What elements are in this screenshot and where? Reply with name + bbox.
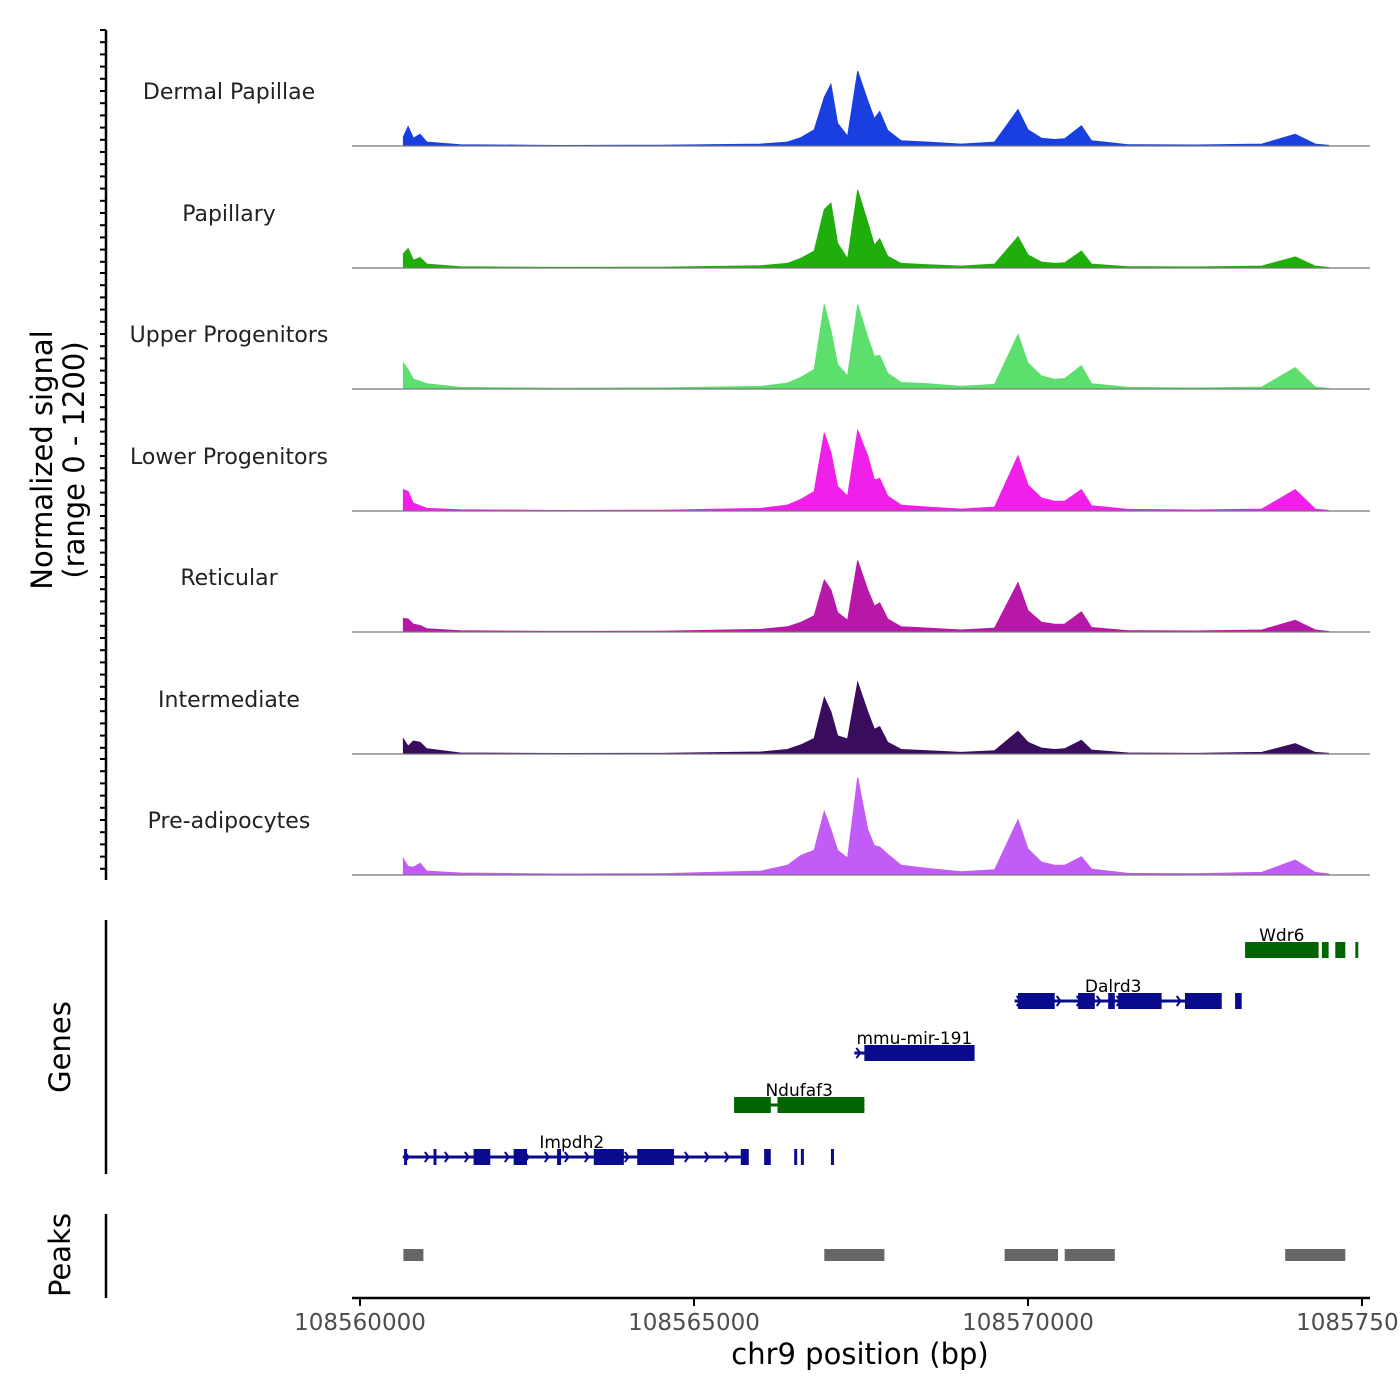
track-label: Reticular xyxy=(180,566,278,591)
gene-exon xyxy=(1017,993,1055,1009)
gene-exon xyxy=(1321,942,1329,958)
gene-exon xyxy=(777,1097,865,1113)
strand-arrow xyxy=(703,1151,711,1163)
peaks-axis-title: Peaks xyxy=(43,1213,77,1297)
x-tick-label: 108575000 xyxy=(1296,1310,1400,1336)
track-label: Papillary xyxy=(182,202,276,227)
gene-exon xyxy=(800,1149,804,1165)
gene-exon xyxy=(1118,993,1162,1009)
gene-exon xyxy=(1108,993,1115,1009)
gene-exon xyxy=(830,1149,834,1165)
x-tick-label: 108570000 xyxy=(962,1310,1094,1336)
coverage-area xyxy=(402,71,1330,147)
gene-label: mmu-mir-191 xyxy=(857,1029,973,1049)
gene-exon xyxy=(1078,993,1095,1009)
track-label: Dermal Papillae xyxy=(143,80,315,105)
gene-exon xyxy=(1245,942,1319,958)
peak-region xyxy=(403,1249,424,1261)
gene-exon xyxy=(1235,993,1242,1009)
coverage-tracks xyxy=(352,71,1370,876)
gene-label: Ndufaf3 xyxy=(765,1081,833,1101)
gene-label: Dalrd3 xyxy=(1085,977,1142,997)
gene-exon xyxy=(1335,942,1346,958)
strand-arrow xyxy=(1055,995,1062,1007)
gene-exon xyxy=(513,1149,527,1165)
strand-arrow xyxy=(623,1151,631,1163)
gene-exon xyxy=(1355,942,1359,958)
gene-exon xyxy=(593,1149,624,1165)
x-axis-title: chr9 position (bp) xyxy=(731,1337,988,1371)
genes-axis-title: Genes xyxy=(43,1001,77,1093)
strand-arrow xyxy=(583,1151,591,1163)
gene-exon xyxy=(864,1045,975,1061)
coverage-area xyxy=(402,680,1330,755)
track-label: Upper Progenitors xyxy=(130,323,329,348)
gene-exon xyxy=(740,1149,749,1165)
strand-arrow xyxy=(723,1151,731,1163)
coverage-area xyxy=(402,189,1330,269)
gene-exon xyxy=(637,1149,674,1165)
gene-exon xyxy=(473,1149,491,1165)
coverage-area xyxy=(402,428,1330,512)
peak-region xyxy=(824,1249,885,1261)
x-axis-ticks: 108560000 108565000 108570000 108575000 xyxy=(294,1298,1400,1336)
strand-arrow xyxy=(443,1151,451,1163)
strand-arrow xyxy=(1095,995,1102,1007)
gene-exon xyxy=(794,1149,798,1165)
peak-region xyxy=(1285,1249,1346,1261)
strand-arrow xyxy=(1175,995,1182,1007)
gene-models: Impdh2 Ndufaf3 mmu-mir-191 Dalrd3 Wdr6 xyxy=(402,926,1359,1165)
x-tick-label: 108560000 xyxy=(294,1310,426,1336)
track-labels: Dermal Papillae Papillary Upper Progenit… xyxy=(130,80,329,834)
strand-arrow xyxy=(855,1047,862,1059)
y-axis-title-line1: Normalized signal xyxy=(25,330,59,589)
strand-arrow xyxy=(683,1151,691,1163)
gene-exon xyxy=(734,1097,771,1113)
strand-arrow xyxy=(563,1151,571,1163)
gene-exon xyxy=(404,1149,408,1165)
peak-regions xyxy=(403,1249,1346,1261)
track-label: Lower Progenitors xyxy=(130,445,328,470)
gene-exon xyxy=(1184,993,1222,1009)
gene-exon xyxy=(764,1149,771,1165)
gene-label: Wdr6 xyxy=(1259,926,1304,946)
strand-arrow xyxy=(423,1151,431,1163)
coverage-area xyxy=(402,304,1330,390)
gene-exon xyxy=(433,1149,437,1165)
gene-label: Impdh2 xyxy=(539,1133,604,1153)
coverage-area xyxy=(402,560,1330,633)
y-axis-title-line2: (range 0 - 1200) xyxy=(57,341,91,578)
strand-arrow xyxy=(503,1151,511,1163)
coverage-y-ticks xyxy=(100,29,106,870)
track-label: Pre-adipocytes xyxy=(148,809,311,834)
peak-region xyxy=(1064,1249,1115,1261)
peak-region xyxy=(1004,1249,1058,1261)
coverage-area xyxy=(402,777,1330,876)
strand-arrow xyxy=(543,1151,551,1163)
track-label: Intermediate xyxy=(158,688,300,713)
x-tick-label: 108565000 xyxy=(628,1310,760,1336)
strand-arrow xyxy=(463,1151,471,1163)
gene-exon xyxy=(557,1149,562,1165)
